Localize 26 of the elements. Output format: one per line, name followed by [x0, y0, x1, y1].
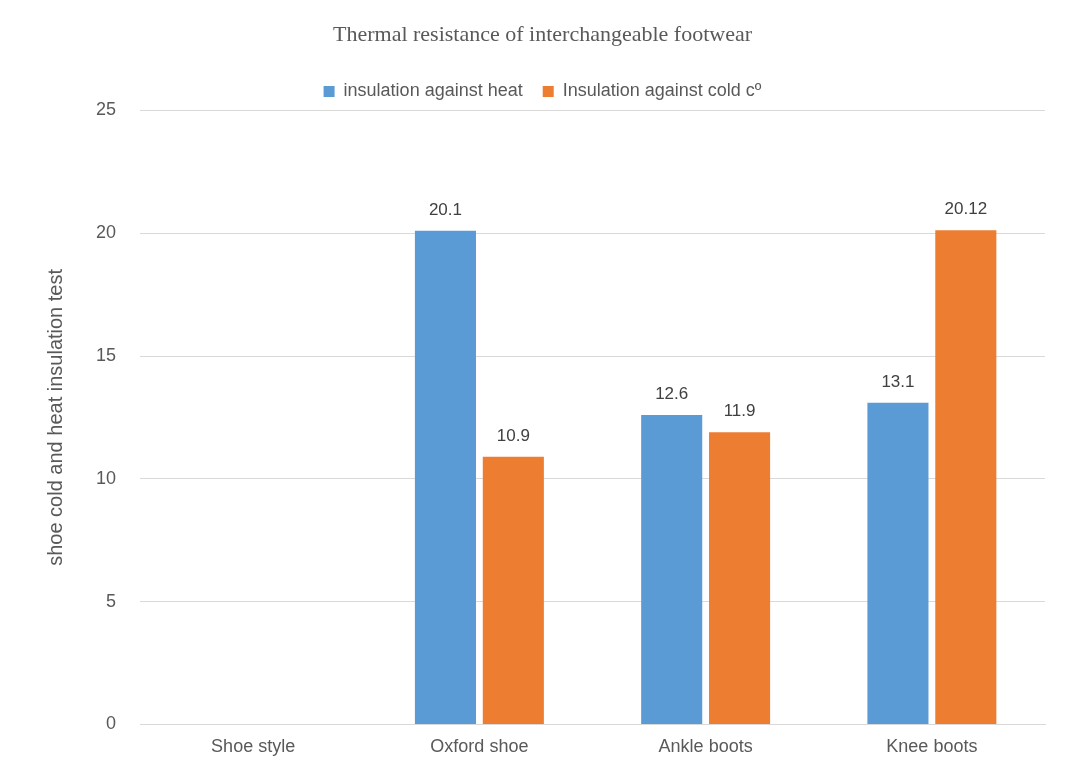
- y-tick-label: 0: [106, 713, 117, 734]
- x-tick-label: Oxford shoe: [430, 736, 529, 757]
- x-tick-label: Knee boots: [886, 736, 978, 757]
- data-label: 10.9: [496, 425, 530, 445]
- bar: [482, 456, 544, 724]
- y-tick-label: 5: [106, 590, 117, 611]
- y-tick-label: 25: [95, 99, 117, 120]
- y-tick-label: 10: [95, 467, 117, 488]
- data-label: 20.12: [944, 199, 988, 219]
- data-label: 20.1: [428, 199, 462, 219]
- bar: [414, 230, 476, 724]
- x-tick-label: Shoe style: [211, 736, 296, 757]
- y-axis-title: shoe cold and heat insulation test: [43, 268, 66, 566]
- bar: [867, 402, 929, 724]
- chart-title: Thermal resistance of interchangeable footwear: [332, 20, 753, 46]
- data-label: 13.1: [881, 371, 915, 391]
- y-tick-label: 20: [95, 222, 117, 243]
- bar: [709, 432, 771, 724]
- bar: [935, 230, 997, 724]
- bar: [641, 414, 703, 724]
- data-label: 12.6: [655, 384, 689, 404]
- y-tick-label: 15: [95, 344, 117, 365]
- x-tick-label: Ankle boots: [658, 736, 753, 757]
- legend-label: Insulation against cold cº: [562, 80, 762, 101]
- legend-label: insulation against heat: [343, 80, 523, 101]
- data-label: 11.9: [723, 401, 756, 421]
